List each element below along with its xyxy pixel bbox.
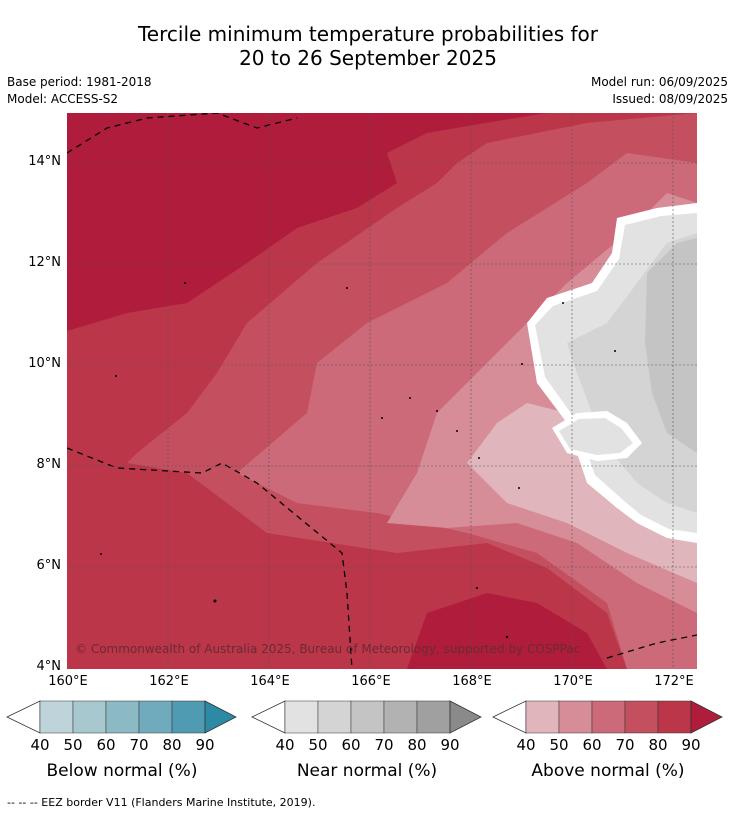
zone-above-90-south [407, 593, 607, 669]
graticule [67, 113, 697, 669]
eez-border-2 [67, 447, 353, 669]
tick-60: 60 [96, 736, 116, 754]
below-normal-label: Below normal (%) [46, 761, 198, 781]
tick-90: 90 [681, 736, 701, 754]
tick-60: 60 [582, 736, 602, 754]
eez-border-1 [67, 113, 298, 154]
tick-70: 70 [374, 736, 394, 754]
lat-label-6n: 6°N [36, 558, 62, 573]
tick-80: 80 [407, 736, 427, 754]
lon-label-162e: 162°E [149, 674, 189, 689]
lon-label-164e: 164°E [250, 674, 290, 689]
lat-label-10n: 10°N [28, 356, 61, 371]
tick-50: 50 [549, 736, 569, 754]
eez-border-3 [606, 634, 697, 659]
near-normal-label: Near normal (%) [296, 761, 438, 781]
zone-near-60 [645, 238, 697, 453]
issued-date: Issued: 08/09/2025 [612, 92, 728, 106]
eez-border-note: -- -- -- EEZ border V11 (Flanders Marine… [7, 796, 316, 809]
lon-label-168e: 168°E [452, 674, 492, 689]
colorbar-below-normal [6, 700, 238, 738]
tick-70: 70 [129, 736, 149, 754]
lat-label-14n: 14°N [28, 154, 61, 169]
meta-left: Base period: 1981-2018 Model: ACCESS-S2 [7, 74, 152, 108]
tick-60: 60 [341, 736, 361, 754]
tick-90: 90 [195, 736, 215, 754]
tick-80: 80 [648, 736, 668, 754]
copyright-text: © Commonwealth of Australia 2025, Bureau… [75, 642, 580, 656]
lon-label-166e: 166°E [351, 674, 391, 689]
lat-label-8n: 8°N [36, 457, 62, 472]
colorbar-near-normal [251, 700, 483, 738]
map-canvas: © Commonwealth of Australia 2025, Bureau… [67, 113, 697, 669]
lat-label-4n: 4°N [36, 659, 62, 674]
zone-near-island-inner [559, 418, 633, 455]
tick-50: 50 [63, 736, 83, 754]
tick-40: 40 [516, 736, 536, 754]
title-line-1: Tercile minimum temperature probabilitie… [137, 22, 599, 46]
tick-80: 80 [162, 736, 182, 754]
tick-40: 40 [275, 736, 295, 754]
colorbar-above-normal [492, 700, 724, 738]
tick-40: 40 [30, 736, 50, 754]
tick-50: 50 [308, 736, 328, 754]
lon-label-170e: 170°E [553, 674, 593, 689]
lat-label-12n: 12°N [28, 255, 61, 270]
probability-map: © Commonwealth of Australia 2025, Bureau… [67, 113, 697, 669]
island-marks [100, 282, 616, 639]
meta-right: Model run: 06/09/2025 Issued: 08/09/2025 [591, 74, 728, 108]
lon-label-172e: 172°E [654, 674, 694, 689]
tick-90: 90 [440, 736, 460, 754]
map-title: Tercile minimum temperature probabilitie… [0, 22, 736, 70]
lon-label-160e: 160°E [48, 674, 88, 689]
above-normal-label: Above normal (%) [531, 761, 685, 781]
title-line-2: 20 to 26 September 2025 [239, 46, 497, 70]
model-run: Model run: 06/09/2025 [590, 75, 728, 89]
base-period: Base period: 1981-2018 [7, 75, 152, 89]
zone-above-40 [467, 403, 697, 583]
tick-70: 70 [615, 736, 635, 754]
model-name: Model: ACCESS-S2 [7, 92, 119, 106]
